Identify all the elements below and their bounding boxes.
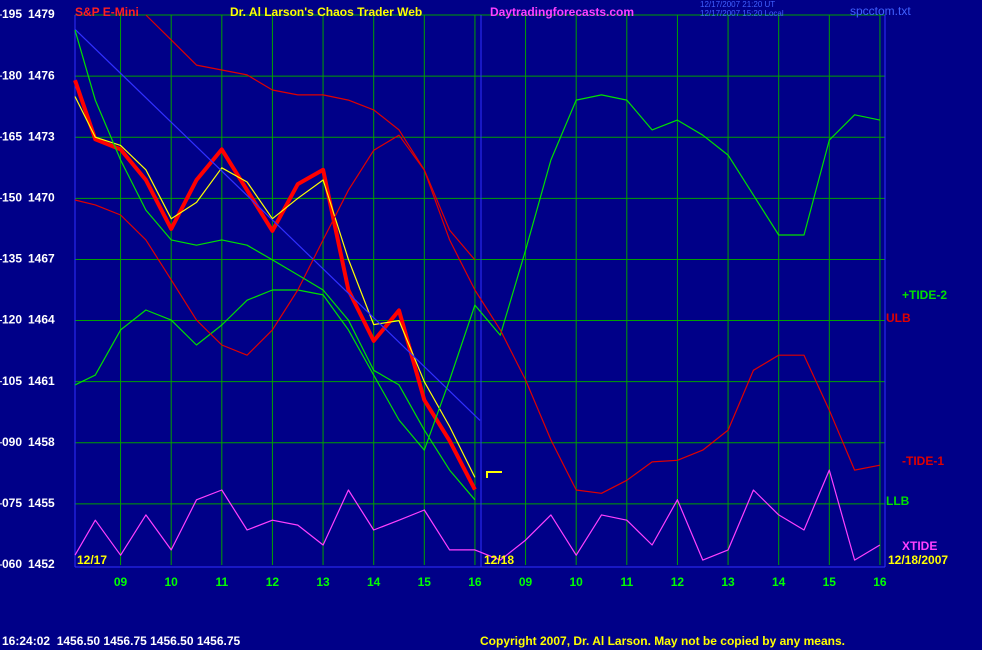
series-line bbox=[74, 96, 476, 478]
date-label: 12/17 bbox=[77, 553, 107, 567]
x-tick-label: 12 bbox=[266, 575, 280, 589]
x-tick-label: 13 bbox=[316, 575, 330, 589]
x-tick-label: 09 bbox=[114, 575, 128, 589]
y2-tick-label: 060 bbox=[2, 557, 22, 571]
x-tick-label: 16 bbox=[873, 575, 887, 589]
y2-tick-label: 165 bbox=[2, 129, 22, 143]
y-tick-label: 1458 bbox=[28, 435, 55, 449]
series-label: LLB bbox=[886, 494, 910, 508]
series-label: +TIDE-2 bbox=[902, 288, 947, 302]
y-tick-label: 1470 bbox=[28, 191, 55, 205]
instrument: S&P E-Mini bbox=[75, 5, 139, 19]
y-tick-label: 1476 bbox=[28, 68, 55, 82]
series-label: XTIDE bbox=[902, 539, 937, 553]
series-label: -TIDE-1 bbox=[902, 454, 944, 468]
y2-tick-label: 090 bbox=[2, 435, 22, 449]
projection-marker bbox=[486, 471, 502, 478]
x-tick-label: 13 bbox=[721, 575, 735, 589]
x-tick-label: 16 bbox=[468, 575, 482, 589]
y2-tick-label: 120 bbox=[2, 313, 22, 327]
timestamp-local: 12/17/2007 15:20 Local bbox=[700, 9, 784, 18]
y-tick-label: 1467 bbox=[28, 252, 55, 266]
date-label: 12/18 bbox=[484, 553, 514, 567]
x-tick-label: 11 bbox=[215, 575, 228, 589]
x-tick-label: 14 bbox=[772, 575, 786, 589]
x-tick-label: 10 bbox=[165, 575, 179, 589]
x-tick-label: 14 bbox=[367, 575, 381, 589]
copyright: Copyright 2007, Dr. Al Larson. May not b… bbox=[480, 634, 845, 648]
y2-tick-label: 135 bbox=[2, 252, 22, 266]
y2-tick-label: 150 bbox=[2, 191, 22, 205]
series-line bbox=[74, 94, 881, 451]
x-tick-label: 09 bbox=[519, 575, 533, 589]
y-tick-label: 1455 bbox=[28, 496, 55, 510]
x-tick-label: 11 bbox=[620, 575, 633, 589]
y-tick-label: 1452 bbox=[28, 557, 55, 571]
filename: spcctom.txt bbox=[850, 4, 911, 18]
y2-tick-label: 180 bbox=[2, 68, 22, 82]
y-tick-label: 1461 bbox=[28, 374, 55, 388]
chart-title: Dr. Al Larson's Chaos Trader Web bbox=[230, 5, 422, 19]
y2-tick-label: 075 bbox=[2, 496, 22, 510]
series-line bbox=[74, 134, 881, 494]
x-tick-label: 15 bbox=[418, 575, 432, 589]
series-label: ULB bbox=[886, 311, 911, 325]
x-tick-label: 12 bbox=[671, 575, 685, 589]
x-tick-label: 10 bbox=[570, 575, 584, 589]
website: Daytradingforecasts.com bbox=[490, 5, 634, 19]
timestamp-ut: 12/17/2007 21:20 UT bbox=[700, 0, 775, 9]
series-group bbox=[73, 14, 881, 561]
y2-tick-label: 105 bbox=[2, 374, 22, 388]
date-label: 12/18/2007 bbox=[888, 553, 948, 567]
series-line bbox=[145, 14, 476, 261]
series-line bbox=[74, 28, 481, 421]
y-tick-label: 1479 bbox=[28, 7, 55, 21]
x-tick-label: 15 bbox=[823, 575, 837, 589]
series-line bbox=[74, 469, 881, 561]
y-tick-label: 1464 bbox=[28, 313, 55, 327]
grid bbox=[75, 14, 885, 565]
series-line bbox=[74, 29, 476, 501]
y2-tick-label: 195 bbox=[2, 7, 22, 21]
y-tick-label: 1473 bbox=[28, 129, 55, 143]
quote: 16:24:02 1456.50 1456.75 1456.50 1456.75 bbox=[2, 634, 241, 648]
